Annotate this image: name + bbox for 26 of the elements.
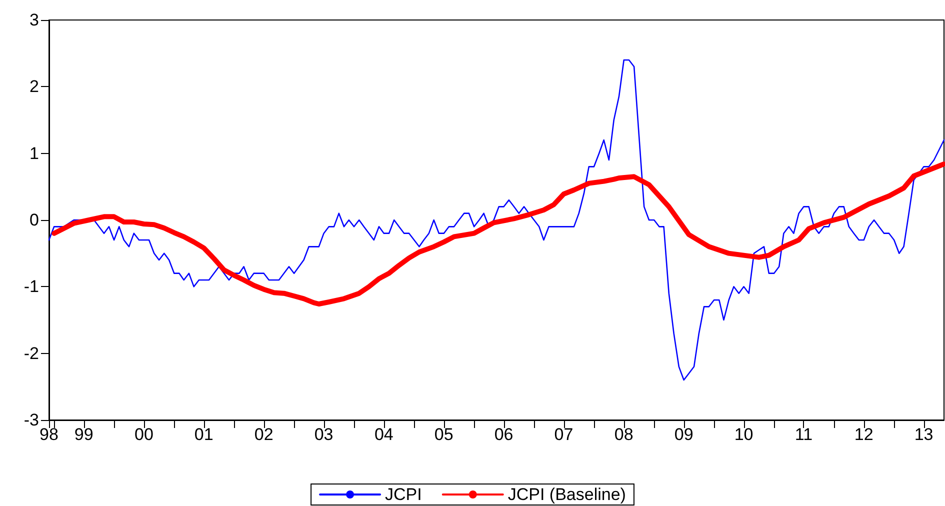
- x-tick-label: 00: [134, 425, 154, 444]
- x-tick-label: 99: [74, 425, 94, 444]
- x-tick-label: 98: [40, 425, 58, 444]
- y-tick-label: -2: [24, 344, 39, 363]
- x-tick-label: 03: [314, 425, 334, 444]
- x-tick-label: 13: [914, 425, 934, 444]
- x-tick-label: 01: [194, 425, 214, 444]
- x-tick-label: 12: [854, 425, 874, 444]
- x-tick-label: 04: [374, 425, 394, 444]
- x-tick-label: 05: [434, 425, 454, 444]
- legend-label: JCPI (Baseline): [508, 485, 626, 504]
- line-series: [48, 59, 945, 381]
- y-tick-label: -1: [24, 277, 39, 296]
- y-tick-label: -3: [24, 410, 39, 430]
- x-tick-label: 02: [254, 425, 274, 444]
- x-tick-label: 08: [614, 425, 634, 444]
- x-tick-label: 11: [794, 425, 813, 444]
- legend-label: JCPI: [385, 485, 422, 504]
- x-tick-label: 06: [494, 425, 514, 444]
- y-tick-label: 0: [30, 210, 39, 230]
- y-tick-label: 1: [30, 144, 39, 163]
- x-tick-label: 09: [674, 425, 694, 444]
- x-tick-label: 10: [734, 425, 754, 444]
- y-tick-label: 3: [30, 10, 39, 30]
- y-tick-label: 2: [30, 77, 39, 96]
- x-tick-label: 07: [554, 425, 574, 444]
